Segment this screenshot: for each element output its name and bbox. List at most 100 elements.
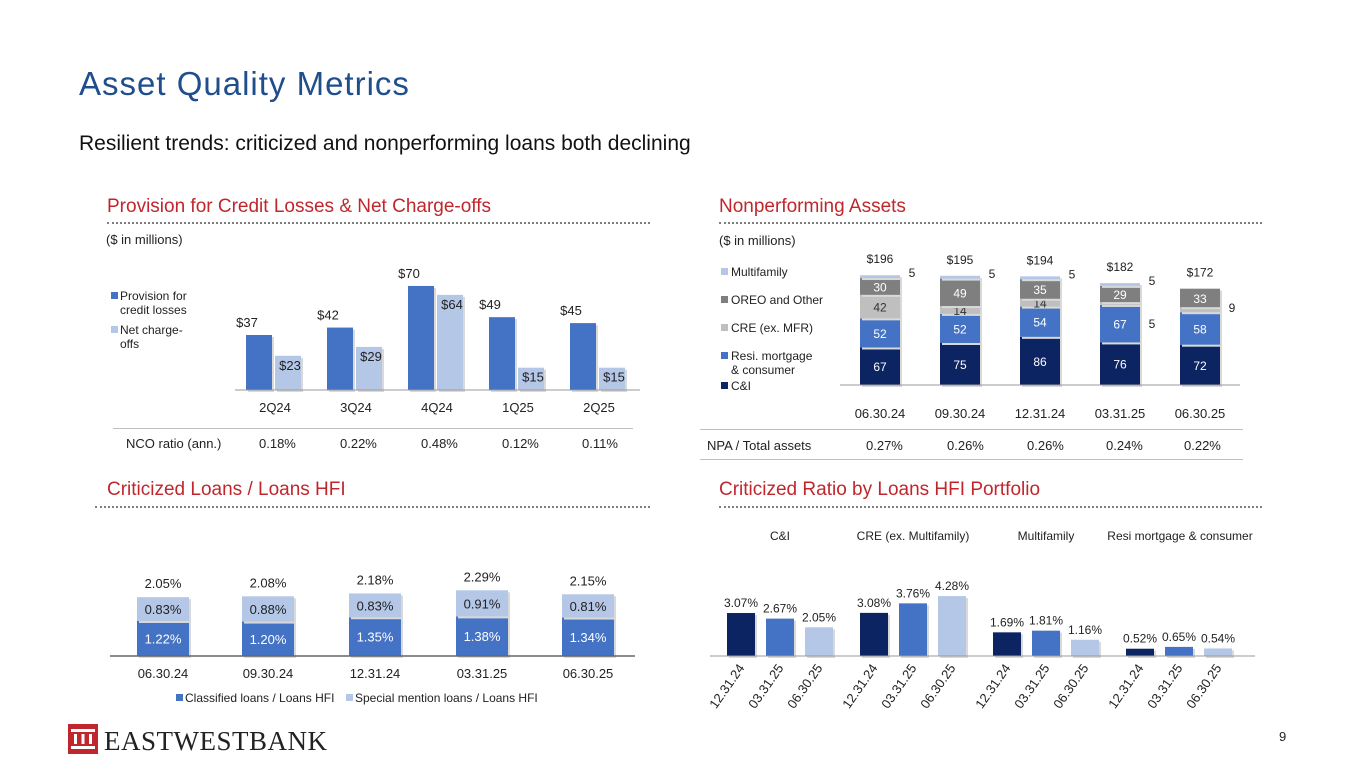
npa-segment-shadow — [1022, 278, 1062, 282]
bank-logo-text: EASTWESTBANK — [104, 726, 328, 756]
npa-ratio-value: 0.27% — [866, 438, 903, 453]
provision-section-title: Provision for Credit Losses & Net Charge… — [107, 196, 492, 217]
provision-bar — [327, 327, 353, 390]
legend-swatch — [721, 324, 728, 331]
npa-segment — [1180, 312, 1220, 345]
npa-divider — [719, 222, 1262, 224]
portfolio-bar — [1071, 639, 1099, 656]
criticized-total-label: 2.08% — [250, 575, 287, 590]
x-tick-label: 06.30.24 — [855, 406, 906, 421]
npa-segment — [1020, 306, 1060, 337]
npa-segment-label: 29 — [1113, 288, 1127, 302]
x-tick-label: 2Q25 — [583, 400, 615, 415]
provision-data-label: $45 — [560, 303, 582, 318]
classified-bar — [456, 616, 508, 656]
provision-data-label: $42 — [317, 308, 339, 323]
classified-bar — [137, 620, 189, 656]
legend-swatch — [721, 268, 728, 275]
portfolio-date-label: 03.31.25 — [1011, 661, 1052, 711]
npa-segment — [860, 318, 900, 348]
special-mention-data-label: 0.83% — [145, 602, 182, 617]
npa-segment — [1180, 307, 1220, 313]
npa-segment-shadow — [942, 277, 982, 281]
special-mention-data-label: 0.91% — [464, 596, 501, 611]
legend-label: Classified loans / Loans HFI — [185, 691, 334, 705]
special-mention-data-label: 0.81% — [570, 599, 607, 614]
portfolio-data-label: 0.65% — [1162, 630, 1196, 644]
npa-segment — [860, 275, 900, 279]
portfolio-date-label: 03.31.25 — [745, 661, 786, 711]
provision-unit-label: ($ in millions) — [106, 232, 183, 247]
nco-bar — [275, 355, 301, 390]
special-mention-bar — [137, 597, 189, 621]
x-tick-label: 3Q24 — [340, 400, 372, 415]
npa-segment-label: 49 — [953, 286, 967, 300]
portfolio-date-label: 12.31.24 — [972, 661, 1013, 711]
bank-logo-icon — [68, 724, 98, 754]
nco-ratio-value: 0.11% — [582, 436, 618, 451]
nco-data-label: $23 — [279, 358, 301, 373]
legend-label: offs — [120, 337, 139, 351]
npa-segment-shadow — [1102, 304, 1142, 307]
npa-segment-label: 86 — [1033, 355, 1047, 369]
classified-data-label: 1.34% — [570, 630, 607, 645]
portfolio-date-label: 12.31.24 — [706, 661, 747, 711]
portfolio-group-label: Resi mortgage & consumer — [1107, 529, 1252, 543]
portfolio-date-label: 06.30.25 — [784, 661, 825, 711]
x-tick-label: 12.31.24 — [1015, 406, 1066, 421]
nco-ratio-value: 0.48% — [421, 436, 458, 451]
npa-ratio-value: 0.22% — [1184, 438, 1221, 453]
portfolio-data-label: 3.07% — [724, 596, 758, 610]
npa-unit-label: ($ in millions) — [719, 233, 796, 248]
criticized-divider — [95, 506, 650, 508]
portfolio-bar — [805, 627, 833, 656]
portfolio-bar — [1204, 648, 1232, 656]
nco-data-label: $15 — [603, 370, 625, 385]
npa-segment-label: 52 — [953, 322, 967, 336]
portfolio-date-label: 06.30.25 — [1183, 661, 1224, 711]
npa-segment-label: 54 — [1033, 316, 1047, 330]
npa-ratio-value: 0.24% — [1106, 438, 1143, 453]
npa-ratio-divider-bottom — [700, 459, 1243, 460]
npa-segment — [1180, 344, 1220, 385]
legend-swatch — [721, 382, 728, 389]
x-tick-label: 03.31.25 — [457, 666, 508, 681]
x-tick-label: 09.30.24 — [243, 666, 294, 681]
npa-segment — [860, 347, 900, 385]
nco-data-label: $29 — [360, 349, 382, 364]
x-tick-label: 12.31.24 — [350, 666, 401, 681]
x-tick-label: 06.30.25 — [1175, 406, 1226, 421]
portfolio-bar — [766, 618, 794, 656]
special-mention-data-label: 0.83% — [357, 598, 394, 613]
npa-segment-label: 33 — [1193, 292, 1207, 306]
nco-data-label: $15 — [522, 370, 544, 385]
npa-segment — [940, 306, 980, 314]
criticized-section-title: Criticized Loans / Loans HFI — [107, 479, 346, 500]
npa-segment — [1020, 298, 1060, 307]
portfolio-section-title: Criticized Ratio by Loans HFI Portfolio — [719, 479, 1041, 500]
portfolio-group-label: CRE (ex. Multifamily) — [857, 529, 970, 543]
special-mention-bar — [456, 590, 508, 617]
npa-segment-label: 5 — [1069, 267, 1076, 281]
npa-segment-label: 5 — [1149, 317, 1156, 331]
npa-total-label: $182 — [1107, 260, 1134, 274]
portfolio-bar — [993, 632, 1021, 656]
portfolio-bar — [727, 613, 755, 656]
portfolio-data-label: 2.67% — [763, 602, 797, 616]
portfolio-date-label: 12.31.24 — [1105, 661, 1146, 711]
x-tick-label: 1Q25 — [502, 400, 534, 415]
npa-segment-shadow — [1102, 285, 1142, 288]
legend-swatch — [346, 694, 353, 701]
legend-label: C&I — [731, 379, 751, 393]
npa-segment-label: 52 — [873, 327, 887, 341]
nco-bar — [356, 346, 382, 390]
legend-swatch — [111, 326, 118, 333]
portfolio-date-label: 12.31.24 — [839, 661, 880, 711]
criticized-total-label: 2.29% — [464, 569, 501, 584]
npa-segment-label: 35 — [1033, 283, 1047, 297]
nco-ratio-value: 0.22% — [340, 436, 377, 451]
classified-data-label: 1.22% — [145, 631, 182, 646]
npa-segment-label: 76 — [1113, 358, 1127, 372]
classified-bar — [242, 621, 294, 656]
portfolio-bar — [1165, 646, 1193, 656]
